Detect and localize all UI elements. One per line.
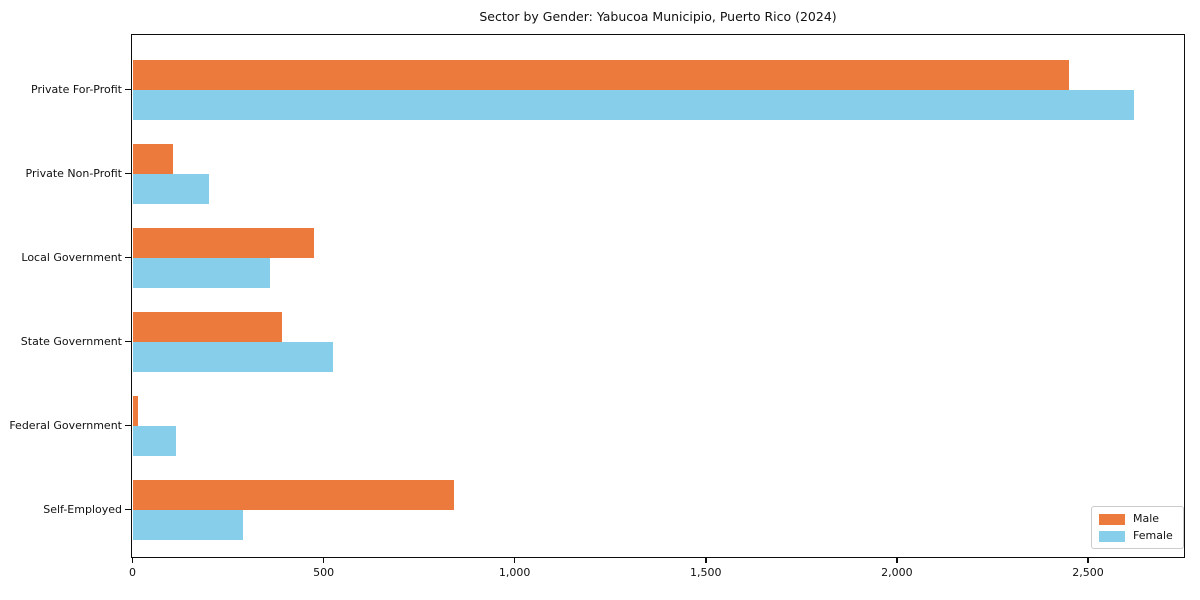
y-tick-mark bbox=[125, 508, 131, 511]
x-tick-mark bbox=[513, 558, 516, 563]
x-tick-label: 0 bbox=[129, 566, 136, 579]
x-tick-label: 2,500 bbox=[1072, 566, 1104, 579]
bar-female-2 bbox=[132, 257, 271, 288]
x-tick-mark bbox=[322, 558, 325, 563]
x-tick-mark bbox=[705, 558, 707, 563]
legend-label-female: Female bbox=[1133, 529, 1173, 542]
bar-male-2 bbox=[132, 227, 315, 258]
legend: Male Female bbox=[1091, 506, 1184, 549]
x-tick-mark bbox=[131, 558, 134, 563]
legend-item-female: Female bbox=[1099, 530, 1175, 542]
bar-female-0 bbox=[132, 89, 1134, 120]
x-tick-mark bbox=[896, 558, 898, 563]
bar-female-1 bbox=[132, 173, 209, 204]
legend-item-male: Male bbox=[1099, 513, 1175, 525]
female-swatch-icon bbox=[1099, 530, 1125, 542]
x-tick-mark bbox=[1087, 558, 1089, 563]
y-tick-label: Local Government bbox=[21, 250, 122, 264]
y-tick-mark bbox=[125, 340, 131, 343]
y-tick-label: Federal Government bbox=[9, 418, 122, 432]
y-tick-mark bbox=[125, 424, 131, 427]
x-tick-label: 2,000 bbox=[881, 566, 913, 579]
bar-male-5 bbox=[132, 479, 454, 510]
bar-female-5 bbox=[132, 509, 244, 540]
y-tick-mark bbox=[125, 88, 131, 91]
y-tick-label: Private For-Profit bbox=[31, 82, 122, 96]
bar-male-4 bbox=[132, 395, 139, 426]
y-tick-mark bbox=[125, 256, 131, 259]
bar-male-3 bbox=[132, 311, 282, 342]
legend-label-male: Male bbox=[1133, 512, 1160, 525]
y-tick-label: State Government bbox=[20, 334, 122, 348]
x-tick-label: 1,500 bbox=[690, 566, 722, 579]
bar-male-0 bbox=[132, 59, 1069, 90]
y-tick-label: Private Non-Profit bbox=[25, 166, 122, 180]
plot-area bbox=[131, 34, 1185, 558]
y-tick-mark bbox=[125, 172, 131, 175]
male-swatch-icon bbox=[1099, 513, 1125, 525]
bar-female-3 bbox=[132, 341, 334, 372]
x-tick-label: 500 bbox=[313, 566, 335, 579]
bar-male-1 bbox=[132, 143, 173, 174]
x-tick-label: 1,000 bbox=[498, 566, 531, 579]
chart-title: Sector by Gender: Yabucoa Municipio, Pue… bbox=[479, 9, 837, 24]
y-tick-label: Self-Employed bbox=[43, 502, 122, 516]
bar-female-4 bbox=[132, 425, 177, 456]
